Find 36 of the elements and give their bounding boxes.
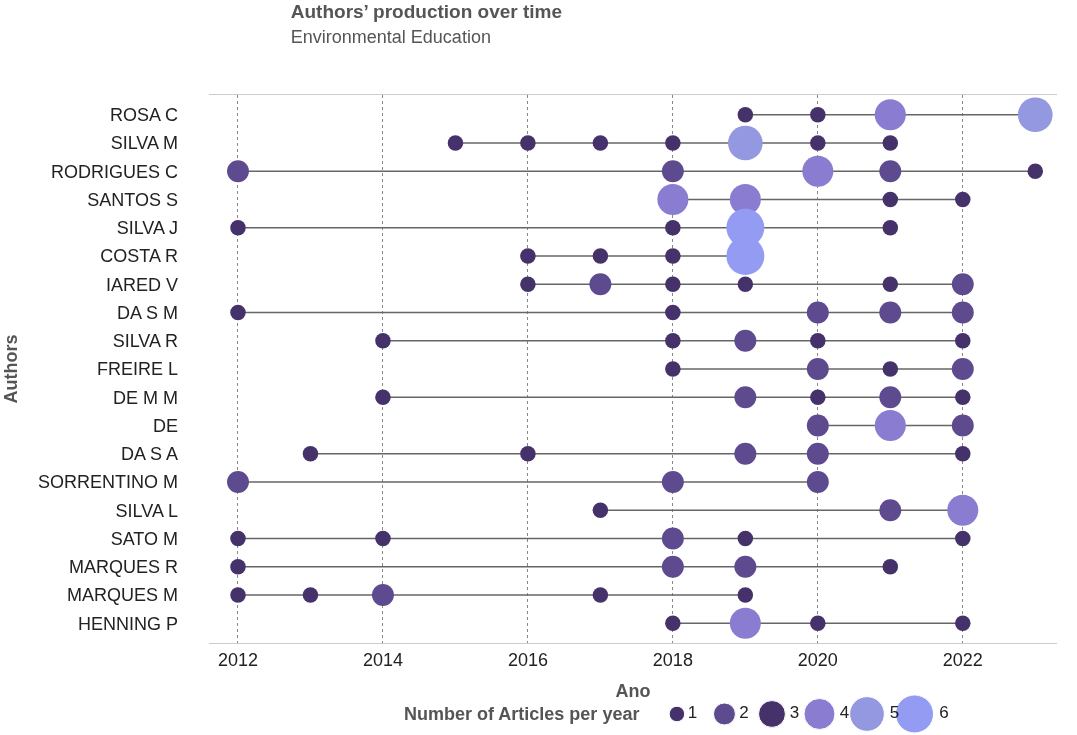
y-tick-label: IARED V <box>105 274 178 295</box>
y-tick-label: DE <box>152 415 178 436</box>
y-tick-label: SATO M <box>110 528 178 549</box>
y-tick-label: ROSA C <box>109 105 178 126</box>
x-tick-label: 2012 <box>217 649 259 670</box>
y-axis-title: Authors <box>1 334 22 404</box>
x-tick-label: 2014 <box>362 649 403 670</box>
y-tick-label: MARQUES M <box>66 585 178 606</box>
chart-subtitle: Environmental Education <box>290 27 491 48</box>
y-tick-label: DE M M <box>113 387 178 408</box>
legend-label: 6 <box>939 703 949 723</box>
y-tick-label: FREIRE L <box>96 359 178 380</box>
chart-title: Authors’ production over time <box>290 1 563 23</box>
y-tick-label: HENNING P <box>77 613 178 634</box>
y-tick-label: SILVA L <box>115 500 178 521</box>
legend-title: Number of Articles per year <box>404 704 640 724</box>
legend-label: 3 <box>789 703 800 723</box>
legend-label: 4 <box>839 703 850 723</box>
x-tick-label: 2022 <box>942 649 983 670</box>
x-axis-title: Ano <box>615 680 651 701</box>
y-tick-label: RODRIGUES C <box>50 161 178 182</box>
y-tick-label: SANTOS S <box>87 189 178 210</box>
y-tick-label: SILVA J <box>116 218 178 239</box>
legend-label: 5 <box>889 703 900 723</box>
y-tick-label: SILVA R <box>112 331 178 352</box>
legend-label: 1 <box>687 703 698 723</box>
y-tick-label: SILVA M <box>110 133 178 154</box>
x-tick-label: 2016 <box>507 649 548 670</box>
x-tick-label: 2018 <box>652 649 693 670</box>
y-tick-label: MARQUES R <box>68 557 178 578</box>
y-tick-label: DA S M <box>116 302 178 323</box>
y-tick-label: COSTA R <box>100 246 178 267</box>
legend-label: 2 <box>739 703 749 723</box>
x-tick-label: 2020 <box>797 649 838 670</box>
y-tick-label: DA S A <box>120 444 178 465</box>
y-tick-label: SORRENTINO M <box>37 472 178 493</box>
